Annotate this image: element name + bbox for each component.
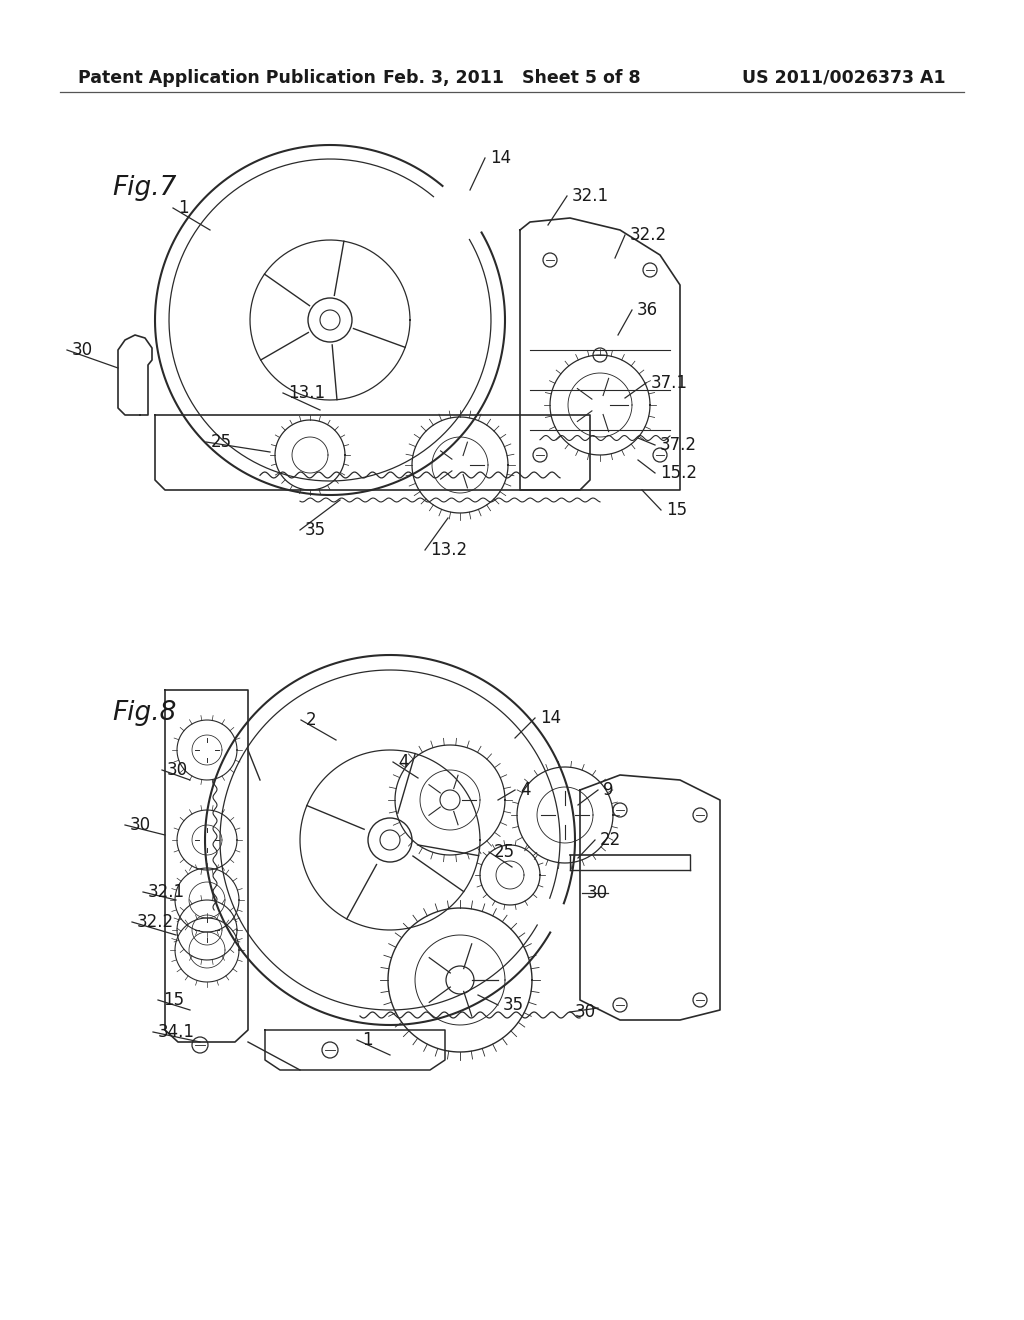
- Text: 14: 14: [540, 709, 561, 727]
- Text: 35: 35: [305, 521, 326, 539]
- Text: 35: 35: [503, 997, 524, 1014]
- Text: 1: 1: [362, 1031, 373, 1049]
- Text: 1: 1: [178, 199, 188, 216]
- Text: 9: 9: [603, 781, 613, 799]
- Text: 36: 36: [637, 301, 658, 319]
- Text: 34.1: 34.1: [158, 1023, 195, 1041]
- Text: Fig.8: Fig.8: [112, 700, 176, 726]
- Text: 14: 14: [490, 149, 511, 168]
- Text: 15.2: 15.2: [660, 465, 697, 482]
- Text: 32.1: 32.1: [572, 187, 609, 205]
- Text: 37.1: 37.1: [651, 374, 688, 392]
- Text: 22: 22: [600, 832, 622, 849]
- Text: 32.2: 32.2: [630, 226, 667, 244]
- Text: 25: 25: [211, 433, 232, 451]
- Text: 37.2: 37.2: [660, 436, 697, 454]
- Text: Feb. 3, 2011   Sheet 5 of 8: Feb. 3, 2011 Sheet 5 of 8: [383, 69, 641, 87]
- Text: 30: 30: [167, 762, 188, 779]
- Text: 4: 4: [398, 752, 409, 771]
- Text: 25: 25: [494, 843, 515, 861]
- Text: 13.1: 13.1: [288, 384, 326, 403]
- Text: 2: 2: [306, 711, 316, 729]
- Text: 13.2: 13.2: [430, 541, 467, 558]
- Text: 4: 4: [520, 781, 530, 799]
- Text: US 2011/0026373 A1: US 2011/0026373 A1: [742, 69, 946, 87]
- Text: Fig.7: Fig.7: [112, 176, 176, 201]
- Text: 15: 15: [666, 502, 687, 519]
- Text: 30: 30: [587, 884, 608, 902]
- Text: Patent Application Publication: Patent Application Publication: [78, 69, 376, 87]
- Text: 30: 30: [130, 816, 152, 834]
- Text: 32.2: 32.2: [137, 913, 174, 931]
- Text: 32.1: 32.1: [148, 883, 185, 902]
- Text: 30: 30: [575, 1003, 596, 1020]
- Text: 30: 30: [72, 341, 93, 359]
- Text: 15: 15: [163, 991, 184, 1008]
